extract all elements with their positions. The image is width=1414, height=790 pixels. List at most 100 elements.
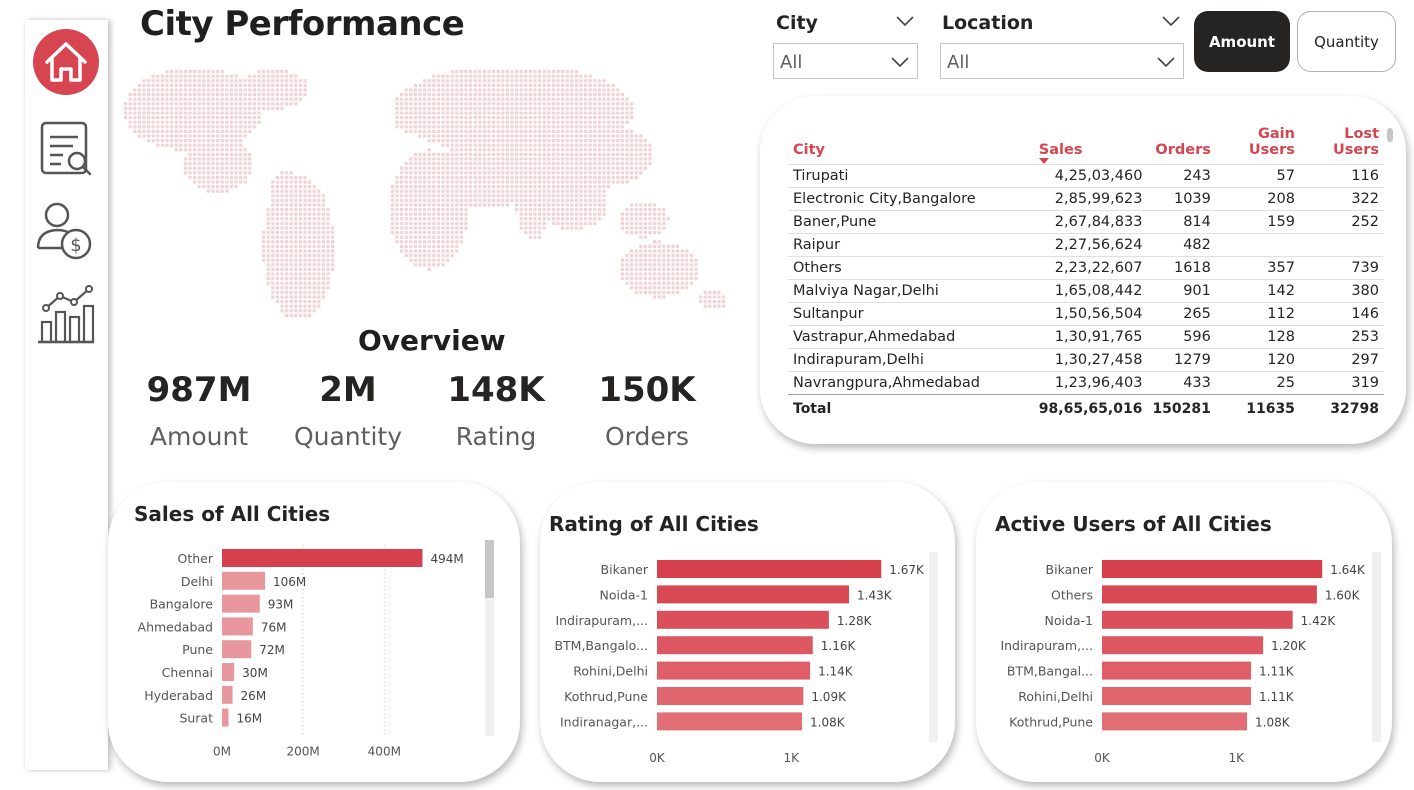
bar-rohini-delhi[interactable]	[1102, 687, 1252, 705]
scrollbar-thumb[interactable]	[485, 540, 494, 598]
kpi-rating-label: Rating	[455, 422, 537, 451]
active-users-chart-title: Active Users of All Cities	[995, 512, 1272, 536]
home-icon[interactable]	[33, 29, 99, 95]
col-header-lost-users[interactable]: Lost Users	[1332, 126, 1379, 158]
table-cell: 128	[1215, 325, 1300, 349]
rating-chart-card: Rating of All Cities Bikaner 1.67K Noida-1…	[540, 482, 955, 782]
city-slicer-collapse-icon[interactable]	[896, 15, 914, 27]
table-total-row[interactable]: Total 98,65,65,016 150281 11635 32798	[788, 394, 1384, 423]
table-cell: 433	[1147, 371, 1216, 395]
x-tick-label: 0M	[213, 744, 231, 758]
x-tick-label: 0K	[1094, 751, 1111, 765]
bar-btm-bangalo[interactable]	[657, 636, 813, 655]
bar-delhi[interactable]	[222, 571, 266, 590]
table-cell: Navrangpura,Ahmedabad	[788, 371, 1034, 395]
table-row[interactable]: Raipur 2,27,56,624 482	[788, 233, 1384, 257]
bar-ahmedabad[interactable]	[222, 617, 253, 636]
category-label: Indirapuram,...	[1000, 638, 1093, 653]
active-users-chart-card: Active Users of All Cities Bikaner 1.64K O…	[976, 482, 1392, 782]
table-cell: 1039	[1147, 187, 1216, 211]
table-row[interactable]: Sultanpur 1,50,56,504 265 112 146	[788, 302, 1384, 326]
bar-others[interactable]	[1102, 585, 1317, 604]
table-cell: 814	[1147, 210, 1216, 234]
bar-noida-1[interactable]	[657, 585, 850, 604]
bar-btm-bangal[interactable]	[1102, 661, 1252, 680]
user-dollar-icon[interactable]: $	[33, 198, 99, 264]
table-cell: 596	[1147, 325, 1216, 349]
bar-bangalore[interactable]	[222, 594, 260, 613]
table-row[interactable]: Electronic City,Bangalore 2,85,99,623 1039…	[788, 187, 1384, 211]
bar-surat[interactable]	[222, 708, 229, 727]
bar-pune[interactable]	[222, 640, 252, 659]
city-dropdown-value: All	[780, 52, 803, 73]
data-label: 93M	[268, 598, 294, 612]
table-cell: 2,27,56,624	[1033, 233, 1148, 257]
quantity-toggle-button[interactable]: Quantity	[1297, 11, 1396, 72]
bar-chennai[interactable]	[222, 663, 235, 681]
table-cell: 2,85,99,623	[1033, 187, 1148, 211]
table-cell: Indirapuram,Delhi	[788, 348, 1034, 372]
table-row[interactable]: Malviya Nagar,Delhi 1,65,08,442 901 142 380	[788, 279, 1384, 303]
sales-chart-scrollbar[interactable]	[485, 540, 494, 736]
rating-bar-chart: Bikaner 1.67K Noida-1 1.43K Indirapuram,... 1…	[554, 560, 925, 765]
table-cell: 357	[1215, 256, 1300, 280]
city-table: City Sales Orders Gain Users Lost Users …	[788, 126, 1384, 423]
table-cell: 146	[1299, 302, 1384, 326]
bar-bikaner[interactable]	[657, 560, 882, 578]
bar-indirapuram[interactable]	[657, 610, 829, 629]
bar-rohini-delhi[interactable]	[657, 661, 811, 680]
bar-kothrud-pune[interactable]	[1102, 712, 1248, 731]
bar-kothrud-pune[interactable]	[657, 687, 804, 705]
table-cell: Vastrapur,Ahmedabad	[788, 325, 1034, 349]
table-row[interactable]: Tirupati 4,25,03,460 243 57 116	[788, 164, 1384, 188]
col-header-sales[interactable]: Sales	[1034, 126, 1148, 165]
table-cell: 32798	[1299, 394, 1384, 423]
table-row[interactable]: Vastrapur,Ahmedabad 1,30,91,765 596 128 253	[788, 325, 1384, 349]
table-row[interactable]: Navrangpura,Ahmedabad 1,23,96,403 433 25 319	[788, 371, 1384, 395]
table-cell: Others	[788, 256, 1034, 280]
data-label: 1.14K	[818, 665, 854, 679]
kpi-amount-value: 987M	[146, 370, 252, 410]
col-header-orders[interactable]: Orders	[1155, 142, 1211, 158]
table-cell: 482	[1147, 233, 1216, 257]
location-dropdown[interactable]: All	[940, 43, 1184, 79]
table-cell: 2,67,84,833	[1033, 210, 1148, 234]
document-search-icon[interactable]	[33, 117, 99, 183]
bar-trend-icon[interactable]	[33, 282, 99, 348]
category-label: Bikaner	[1046, 562, 1094, 577]
table-cell: 120	[1215, 348, 1300, 372]
kpi-quantity-label: Quantity	[293, 422, 403, 451]
location-slicer-collapse-icon[interactable]	[1162, 15, 1180, 27]
amount-toggle-button[interactable]: Amount	[1194, 11, 1290, 72]
table-row[interactable]: Indirapuram,Delhi 1,30,27,458 1279 120 297	[788, 348, 1384, 372]
bar-indiranagar[interactable]	[657, 712, 803, 731]
table-cell: 319	[1299, 371, 1384, 395]
category-label: BTM,Bangalo...	[554, 638, 648, 653]
bar-other[interactable]	[222, 549, 423, 567]
rating-chart-scrollbar[interactable]	[929, 552, 938, 742]
table-cell: 159	[1215, 210, 1300, 234]
table-cell: 265	[1147, 302, 1216, 326]
data-label: 1.16K	[821, 639, 857, 653]
sidebar-nav: $	[25, 20, 108, 770]
bar-bikaner[interactable]	[1102, 560, 1323, 578]
table-row[interactable]: Baner,Pune 2,67,84,833 814 159 252	[788, 210, 1384, 234]
col-header-city[interactable]: City	[793, 142, 825, 158]
data-label: 1.43K	[857, 588, 893, 602]
category-label: Bangalore	[150, 597, 214, 612]
table-scrollbar[interactable]	[1387, 128, 1393, 142]
city-dropdown[interactable]: All	[773, 43, 918, 79]
bar-hyderabad[interactable]	[222, 685, 233, 704]
data-label: 1.64K	[1330, 563, 1366, 577]
data-label: 1.08K	[810, 715, 846, 729]
table-row[interactable]: Others 2,23,22,607 1618 357 739	[788, 256, 1384, 280]
bar-indirapuram[interactable]	[1102, 636, 1264, 655]
data-label: 1.08K	[1255, 715, 1291, 729]
category-label: Others	[1051, 587, 1093, 602]
active-users-chart-scrollbar[interactable]	[1372, 552, 1381, 742]
kpi-rating-value: 148K	[447, 370, 545, 410]
x-tick-label: 1K	[1229, 751, 1246, 765]
col-header-gain-users[interactable]: Gain Users	[1248, 126, 1295, 158]
data-label: 106M	[273, 575, 306, 589]
bar-noida-1[interactable]	[1102, 610, 1293, 629]
